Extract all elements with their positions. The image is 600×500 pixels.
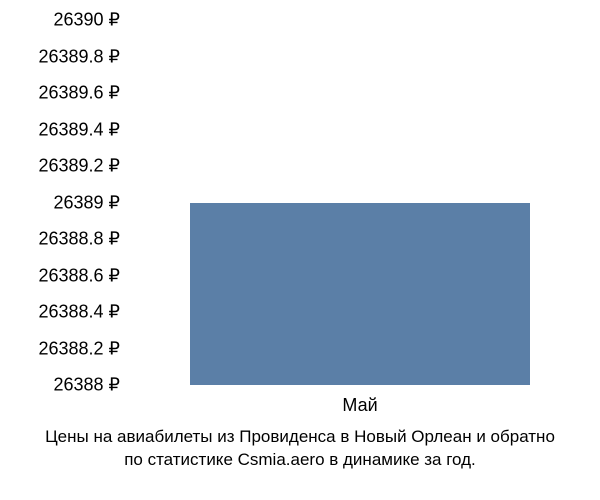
y-tick-label: 26388 ₽ (53, 375, 120, 396)
y-tick-label: 26388.4 ₽ (38, 302, 120, 323)
y-tick-label: 26389.8 ₽ (38, 46, 120, 67)
y-tick-label: 26389.2 ₽ (38, 156, 120, 177)
caption-line2: по статистике Csmia.aero в динамике за г… (124, 450, 476, 469)
chart-container: 26390 ₽ 26389.8 ₽ 26389.6 ₽ 26389.4 ₽ 26389.… (0, 0, 600, 500)
x-tick-label: Май (342, 395, 377, 416)
plot-area (130, 20, 550, 385)
y-tick-label: 26390 ₽ (53, 10, 120, 31)
y-tick-label: 26389 ₽ (53, 192, 120, 213)
y-tick-label: 26389.4 ₽ (38, 119, 120, 140)
y-tick-label: 26388.2 ₽ (38, 338, 120, 359)
bar (190, 203, 530, 386)
y-tick-label: 26389.6 ₽ (38, 83, 120, 104)
y-tick-label: 26388.6 ₽ (38, 265, 120, 286)
caption-line1: Цены на авиабилеты из Провиденса в Новый… (45, 427, 555, 446)
y-tick-label: 26388.8 ₽ (38, 229, 120, 250)
y-axis-labels: 26390 ₽26389.8 ₽26389.6 ₽26389.4 ₽26389.… (0, 20, 120, 385)
chart-caption: Цены на авиабилеты из Провиденса в Новый… (0, 426, 600, 472)
